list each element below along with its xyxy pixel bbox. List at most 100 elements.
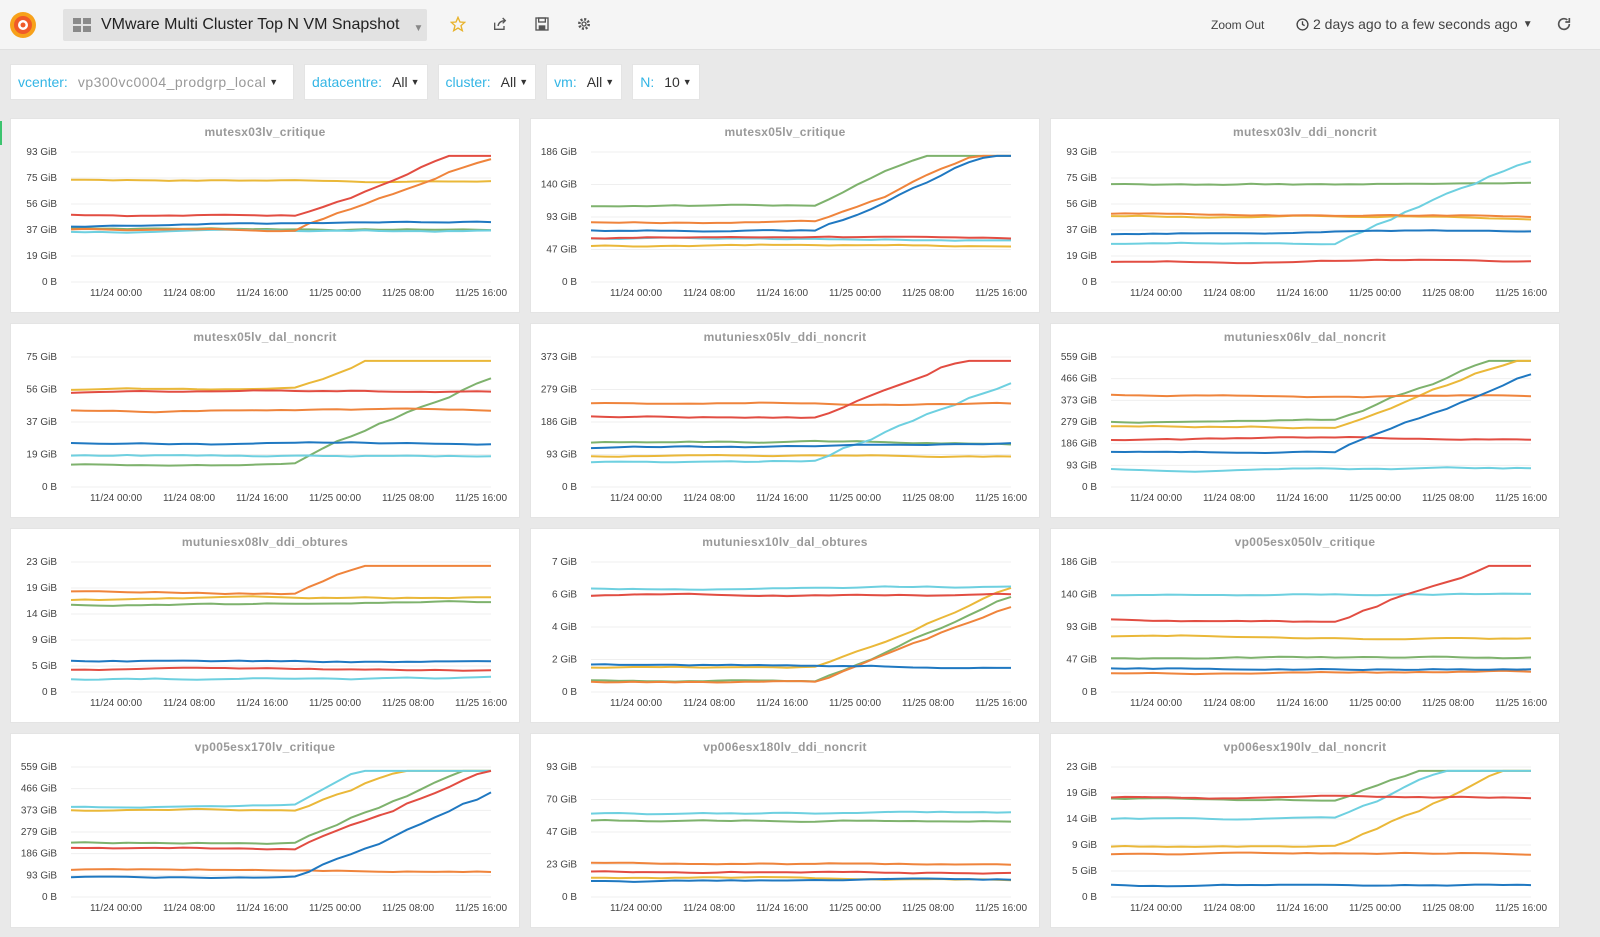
time-range-picker[interactable]: 2 days ago to a few seconds ago ▼	[1296, 16, 1533, 32]
x-tick-label: 11/25 08:00	[1422, 698, 1475, 709]
series-line	[1110, 435, 1532, 442]
graph-panel[interactable]: mutesx03lv_ddi_noncrit 93 GiB 75 GiB 56 GiB…	[1050, 118, 1560, 313]
refresh-icon[interactable]	[1553, 13, 1575, 35]
series-line	[590, 243, 1012, 248]
y-tick-label: 23 GiB	[1066, 762, 1097, 773]
star-icon[interactable]	[447, 13, 469, 35]
x-tick-label: 11/25 08:00	[382, 698, 435, 709]
y-tick-label: 0 B	[1082, 277, 1097, 288]
y-tick-label: 23 GiB	[26, 557, 57, 568]
variable-cluster[interactable]: cluster: All ▼	[437, 64, 537, 100]
graph-panel[interactable]: mutuniesx08lv_ddi_obtures 23 GiB 19 GiB 14 …	[10, 528, 520, 723]
variable-datacentre[interactable]: datacentre: All ▼	[304, 64, 428, 100]
series-line	[590, 586, 1012, 669]
x-tick-label: 11/25 00:00	[829, 698, 882, 709]
y-tick-label: 373 GiB	[1061, 395, 1097, 406]
save-icon[interactable]	[531, 13, 553, 35]
y-tick-label: 93 GiB	[1066, 622, 1097, 633]
graph-panel[interactable]: vp006esx180lv_ddi_noncrit 93 GiB 70 GiB 47 …	[530, 733, 1040, 928]
x-tick-label: 11/24 16:00	[236, 698, 289, 709]
series-line	[590, 861, 1012, 866]
x-tick-label: 11/24 08:00	[1203, 493, 1256, 504]
panel-title[interactable]: mutuniesx05lv_ddi_noncrit	[703, 330, 867, 344]
panel-title[interactable]: vp006esx190lv_dal_noncrit	[1223, 740, 1387, 754]
graph-canvas: 93 GiB 70 GiB 47 GiB 23 GiB 0 B 11/24 00:00 11…	[546, 762, 1027, 914]
x-tick-label: 11/25 08:00	[902, 903, 955, 914]
x-tick-label: 11/24 08:00	[683, 903, 736, 914]
graph-panel[interactable]: mutuniesx10lv_dal_obtures 7 GiB 6 GiB 4 GiB…	[530, 528, 1040, 723]
y-tick-label: 56 GiB	[1066, 199, 1097, 210]
panel-title[interactable]: mutuniesx10lv_dal_obtures	[702, 535, 868, 549]
panel-title[interactable]: vp005esx050lv_critique	[1234, 535, 1376, 549]
variable-vm[interactable]: vm: All ▼	[546, 64, 623, 100]
series-line	[1110, 359, 1531, 430]
graph-panel[interactable]: mutesx05lv_dal_noncrit 75 GiB 56 GiB 37 GiB…	[10, 323, 520, 518]
y-tick-label: 47 GiB	[546, 827, 577, 838]
series-line	[590, 592, 1012, 598]
x-tick-label: 11/24 00:00	[1130, 698, 1183, 709]
panel-title[interactable]: vp006esx180lv_ddi_noncrit	[703, 740, 867, 754]
x-tick-label: 11/25 08:00	[382, 288, 435, 299]
panel-title[interactable]: mutuniesx06lv_dal_noncrit	[1223, 330, 1387, 344]
x-tick-label: 11/24 08:00	[1203, 903, 1256, 914]
y-tick-label: 5 GiB	[32, 661, 57, 672]
graph-canvas: 186 GiB 140 GiB 93 GiB 47 GiB 0 B 11/24 00:00…	[541, 147, 1028, 299]
x-tick-label: 11/25 08:00	[382, 903, 435, 914]
y-tick-label: 75 GiB	[26, 173, 57, 184]
graph-panel[interactable]: mutesx05lv_critique 186 GiB 140 GiB 93 GiB 4…	[530, 118, 1040, 313]
panel-title[interactable]: mutesx03lv_critique	[204, 125, 326, 139]
series-line	[590, 606, 1012, 684]
x-tick-label: 11/25 16:00	[975, 288, 1028, 299]
x-tick-label: 11/24 00:00	[610, 493, 663, 504]
series-line	[70, 407, 492, 414]
y-tick-label: 19 GiB	[26, 583, 57, 594]
x-tick-label: 11/25 08:00	[902, 493, 955, 504]
series-line	[1110, 634, 1532, 641]
variable-label: N:	[640, 74, 655, 90]
series-line	[70, 791, 492, 880]
y-tick-label: 0 B	[562, 687, 577, 698]
y-tick-label: 279 GiB	[1061, 417, 1097, 428]
template-variables-bar: vcenter: vp300vc0004_prodgrp_local ▼ dat…	[10, 64, 710, 100]
panel-title[interactable]: vp005esx170lv_critique	[194, 740, 336, 754]
series-line	[1110, 655, 1532, 660]
series-line	[70, 868, 492, 874]
y-tick-label: 37 GiB	[1066, 225, 1097, 236]
grafana-logo-icon[interactable]	[7, 9, 39, 41]
graph-panel[interactable]: vp006esx190lv_dal_noncrit 23 GiB 19 GiB 14 …	[1050, 733, 1560, 928]
row-collapse-handle[interactable]	[0, 121, 2, 145]
y-tick-label: 466 GiB	[21, 784, 57, 795]
chevron-down-icon: ▼	[605, 77, 615, 87]
x-tick-label: 11/25 08:00	[902, 698, 955, 709]
variable-value: 10	[664, 74, 680, 90]
graph-panel[interactable]: mutuniesx05lv_ddi_noncrit 373 GiB 279 GiB 1…	[530, 323, 1040, 518]
x-tick-label: 11/25 16:00	[975, 493, 1028, 504]
panel-title[interactable]: mutuniesx08lv_ddi_obtures	[181, 535, 349, 549]
x-tick-label: 11/24 16:00	[1276, 698, 1329, 709]
series-line	[70, 595, 491, 602]
series-line	[1110, 393, 1532, 399]
graph-panel[interactable]: mutesx03lv_critique 93 GiB 75 GiB 56 GiB 37 …	[10, 118, 520, 313]
graph-panel[interactable]: vp005esx170lv_critique 559 GiB 466 GiB 373 …	[10, 733, 520, 928]
x-tick-label: 11/24 08:00	[683, 288, 736, 299]
graph-panel[interactable]: vp005esx050lv_critique 186 GiB 140 GiB 93 G…	[1050, 528, 1560, 723]
series-line	[70, 659, 492, 664]
top-navbar: VMware Multi Cluster Top N VM Snapshot ▼…	[0, 0, 1600, 50]
graph-canvas: 559 GiB 466 GiB 373 GiB 279 GiB 186 GiB 93 Gi…	[1061, 352, 1548, 504]
zoom-out-button[interactable]: Zoom Out	[1211, 18, 1265, 32]
variable-n[interactable]: N: 10 ▼	[632, 64, 700, 100]
series-line	[590, 585, 1012, 591]
y-tick-label: 47 GiB	[1066, 655, 1097, 666]
y-tick-label: 9 GiB	[32, 635, 57, 646]
graph-panel[interactable]: mutuniesx06lv_dal_noncrit 559 GiB 466 GiB 3…	[1050, 323, 1560, 518]
panel-title[interactable]: mutesx03lv_ddi_noncrit	[1233, 125, 1377, 139]
panel-title[interactable]: mutesx05lv_dal_noncrit	[193, 330, 337, 344]
panel-title[interactable]: mutesx05lv_critique	[724, 125, 846, 139]
variable-vcenter[interactable]: vcenter: vp300vc0004_prodgrp_local ▼	[10, 64, 294, 100]
graph-canvas: 23 GiB 19 GiB 14 GiB 9 GiB 5 GiB 0 B 11/24 00:…	[1066, 762, 1547, 914]
dashboard-picker[interactable]: VMware Multi Cluster Top N VM Snapshot ▼	[63, 9, 427, 41]
gear-icon[interactable]	[573, 13, 595, 35]
share-icon[interactable]	[489, 13, 511, 35]
x-tick-label: 11/25 08:00	[1422, 903, 1475, 914]
y-tick-label: 47 GiB	[546, 245, 577, 256]
